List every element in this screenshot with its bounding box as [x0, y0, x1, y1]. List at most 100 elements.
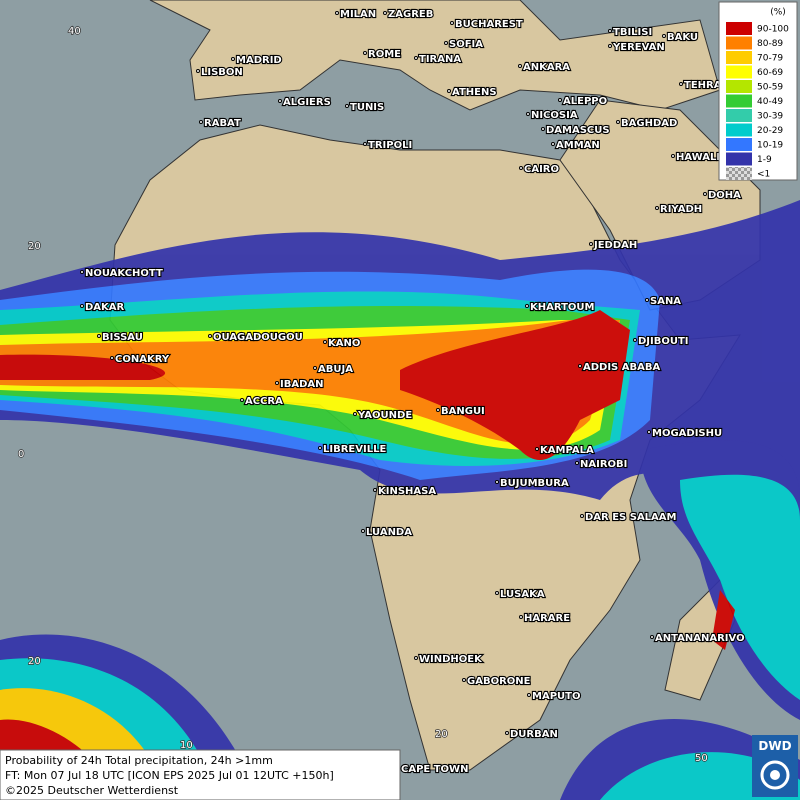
city-dot — [679, 82, 683, 86]
city-label: HARARE — [524, 613, 570, 624]
city-label: KANO — [328, 338, 360, 349]
city-label: ANTANANARIVO — [655, 633, 745, 644]
city-label: BAGHDAD — [621, 118, 677, 129]
city-dot — [278, 99, 282, 103]
legend-swatch — [726, 152, 752, 166]
city-dot — [580, 514, 584, 518]
legend-label: 90-100 — [757, 25, 789, 35]
city-label: MAPUTO — [532, 691, 580, 702]
city-dot — [436, 408, 440, 412]
city-dot — [589, 242, 593, 246]
legend-swatch — [726, 94, 752, 108]
city-dot — [616, 120, 620, 124]
city-label: BANGUI — [441, 406, 485, 417]
city-label: ABUJA — [318, 364, 353, 375]
city-dot — [633, 338, 637, 342]
legend-label: 10-19 — [757, 141, 783, 151]
city-label: MILAN — [340, 9, 376, 20]
city-label: BUJUMBURA — [500, 478, 569, 489]
city-dot — [505, 731, 509, 735]
legend-swatch — [726, 80, 752, 93]
city-label: TUNIS — [350, 102, 384, 113]
city-labels: MILAN ZAGREB BUCHAREST TBILISI BAKU MADRID ROM… — [80, 8, 746, 776]
graticule-label: 20 — [28, 656, 41, 667]
city-label: ACCRA — [245, 396, 283, 407]
city-dot — [495, 591, 499, 595]
city-label: KAMPALA — [540, 445, 594, 456]
city-dot — [535, 447, 539, 451]
legend-label: 20-29 — [757, 126, 783, 136]
city-label: KINSHASA — [378, 486, 436, 497]
city-label: ANKARA — [523, 62, 570, 73]
city-label: DOHA — [708, 190, 741, 201]
city-label: LUSAKA — [500, 589, 545, 600]
graticule-label: 40 — [68, 26, 81, 37]
legend-swatch — [726, 65, 752, 79]
city-label: SOFIA — [449, 39, 483, 50]
footer: Probability of 24h Total precipitation, … — [0, 749, 401, 800]
city-dot — [495, 480, 499, 484]
city-dot — [414, 656, 418, 660]
graticule-labels: 40 20 0 20 10 20 50 — [17, 25, 708, 765]
city-label: ALEPPO — [563, 96, 607, 107]
city-dot — [275, 381, 279, 385]
city-label: SANA — [650, 296, 681, 307]
logo: DWD — [752, 735, 798, 797]
city-dot — [80, 304, 84, 308]
city-dot — [450, 21, 454, 25]
city-dot — [645, 298, 649, 302]
city-dot — [444, 41, 448, 45]
city-dot — [525, 304, 529, 308]
city-label: DURBAN — [510, 729, 558, 740]
city-dot — [196, 69, 200, 73]
legend-swatch — [726, 51, 752, 64]
city-dot — [323, 340, 327, 344]
city-label: ROME — [368, 49, 401, 60]
legend-label: 40-49 — [757, 97, 783, 107]
city-label: BUCHAREST — [455, 19, 523, 30]
city-label: TIRANA — [419, 54, 461, 65]
city-dot — [519, 166, 523, 170]
city-dot — [363, 142, 367, 146]
city-dot — [608, 44, 612, 48]
city-dot — [414, 56, 418, 60]
city-label: LISBON — [201, 67, 243, 78]
logo-icon — [770, 770, 780, 780]
city-label: YAOUNDE — [357, 410, 412, 421]
graticule-label: 20 — [435, 729, 448, 740]
legend-label: <1 — [757, 170, 770, 180]
city-dot — [462, 678, 466, 682]
legend: (%) 90-100 80-89 70-79 60-69 50-59 40-49 30-39… — [718, 1, 798, 181]
city-label: HAWALLI — [676, 152, 726, 163]
city-dot — [318, 446, 322, 450]
city-label: NAIROBI — [580, 459, 627, 470]
city-label: ZAGREB — [388, 9, 433, 20]
city-label: LUANDA — [366, 527, 412, 538]
footer-box — [0, 749, 401, 800]
legend-title: (%) — [770, 8, 786, 18]
legend-label: 70-79 — [757, 54, 783, 64]
footer-line: FT: Mon 07 Jul 18 UTC [ICON EPS 2025 Jul… — [5, 769, 334, 782]
legend-swatch — [726, 123, 752, 137]
footer-line: Probability of 24h Total precipitation, … — [5, 754, 273, 767]
city-dot — [558, 98, 562, 102]
city-dot — [526, 112, 530, 116]
copyright: ©2025 Deutscher Wetterdienst — [5, 784, 179, 797]
city-label: YEREVAN — [612, 42, 665, 53]
legend-label: 30-39 — [757, 112, 783, 122]
graticule-label: 0 — [18, 449, 24, 460]
city-dot — [345, 104, 349, 108]
city-label: DAKAR — [85, 302, 125, 313]
legend-swatch — [726, 138, 752, 151]
city-label: CONAKRY — [115, 354, 170, 365]
legend-label: 60-69 — [757, 68, 783, 78]
city-dot — [650, 635, 654, 639]
city-label: CAIRO — [524, 164, 559, 175]
city-label: NICOSIA — [531, 110, 578, 121]
city-label: IBADAN — [280, 379, 324, 390]
city-label: ALGIERS — [283, 97, 331, 108]
city-dot — [97, 334, 101, 338]
legend-swatch — [726, 36, 752, 50]
city-dot — [80, 270, 84, 274]
